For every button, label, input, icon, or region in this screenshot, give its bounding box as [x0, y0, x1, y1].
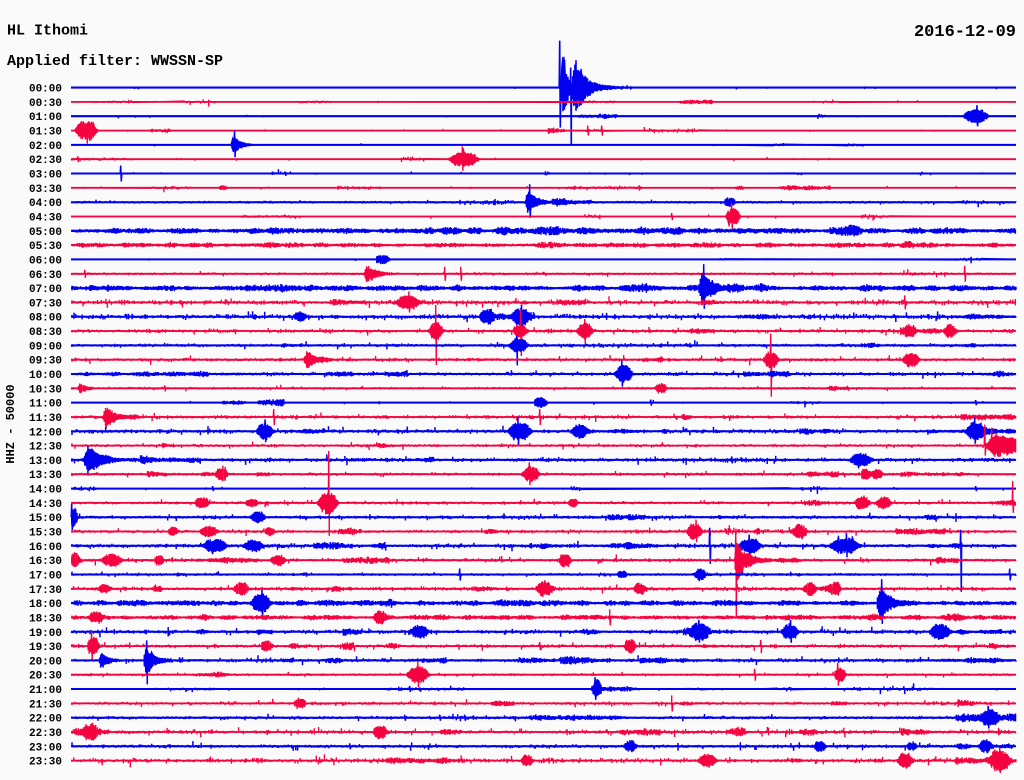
- svg-text:14:30: 14:30: [29, 499, 62, 511]
- svg-text:18:00: 18:00: [29, 599, 62, 611]
- svg-text:09:00: 09:00: [29, 341, 62, 353]
- svg-text:05:30: 05:30: [29, 241, 62, 253]
- svg-text:23:00: 23:00: [29, 742, 62, 754]
- svg-text:03:00: 03:00: [29, 170, 62, 182]
- svg-text:HL Ithomi: HL Ithomi: [7, 23, 88, 40]
- svg-text:10:30: 10:30: [29, 384, 62, 396]
- svg-text:02:00: 02:00: [29, 141, 62, 153]
- svg-text:11:00: 11:00: [29, 399, 62, 411]
- svg-text:06:30: 06:30: [29, 270, 62, 282]
- svg-text:10:00: 10:00: [29, 370, 62, 382]
- svg-text:17:30: 17:30: [29, 585, 62, 597]
- svg-text:23:30: 23:30: [29, 757, 62, 769]
- svg-text:21:30: 21:30: [29, 699, 62, 711]
- svg-text:15:30: 15:30: [29, 528, 62, 540]
- svg-text:12:00: 12:00: [29, 427, 62, 439]
- svg-text:20:30: 20:30: [29, 671, 62, 683]
- svg-text:11:30: 11:30: [29, 413, 62, 425]
- svg-text:00:30: 00:30: [29, 98, 62, 110]
- svg-text:07:30: 07:30: [29, 298, 62, 310]
- svg-text:15:00: 15:00: [29, 513, 62, 525]
- svg-text:Applied filter: WWSSN-SP: Applied filter: WWSSN-SP: [7, 53, 223, 70]
- svg-text:20:00: 20:00: [29, 656, 62, 668]
- svg-text:00:00: 00:00: [29, 84, 62, 96]
- svg-text:02:30: 02:30: [29, 155, 62, 167]
- svg-text:17:00: 17:00: [29, 571, 62, 583]
- svg-text:14:00: 14:00: [29, 485, 62, 497]
- svg-text:01:00: 01:00: [29, 112, 62, 124]
- svg-text:03:30: 03:30: [29, 184, 62, 196]
- svg-text:05:00: 05:00: [29, 227, 62, 239]
- svg-text:08:30: 08:30: [29, 327, 62, 339]
- svg-text:04:30: 04:30: [29, 213, 62, 225]
- svg-text:13:30: 13:30: [29, 470, 62, 482]
- svg-text:09:30: 09:30: [29, 356, 62, 368]
- svg-text:19:00: 19:00: [29, 628, 62, 640]
- svg-text:06:00: 06:00: [29, 255, 62, 267]
- svg-text:12:30: 12:30: [29, 442, 62, 454]
- svg-text:22:30: 22:30: [29, 728, 62, 740]
- svg-text:22:00: 22:00: [29, 714, 62, 726]
- svg-text:HHZ - 50000: HHZ - 50000: [4, 384, 18, 463]
- svg-text:2016-12-09: 2016-12-09: [914, 23, 1016, 42]
- svg-text:21:00: 21:00: [29, 685, 62, 697]
- svg-text:16:30: 16:30: [29, 556, 62, 568]
- svg-text:04:00: 04:00: [29, 198, 62, 210]
- svg-text:07:00: 07:00: [29, 284, 62, 296]
- svg-text:13:00: 13:00: [29, 456, 62, 468]
- svg-text:16:00: 16:00: [29, 542, 62, 554]
- svg-text:18:30: 18:30: [29, 613, 62, 625]
- svg-text:08:00: 08:00: [29, 313, 62, 325]
- svg-text:19:30: 19:30: [29, 642, 62, 654]
- svg-text:01:30: 01:30: [29, 127, 62, 139]
